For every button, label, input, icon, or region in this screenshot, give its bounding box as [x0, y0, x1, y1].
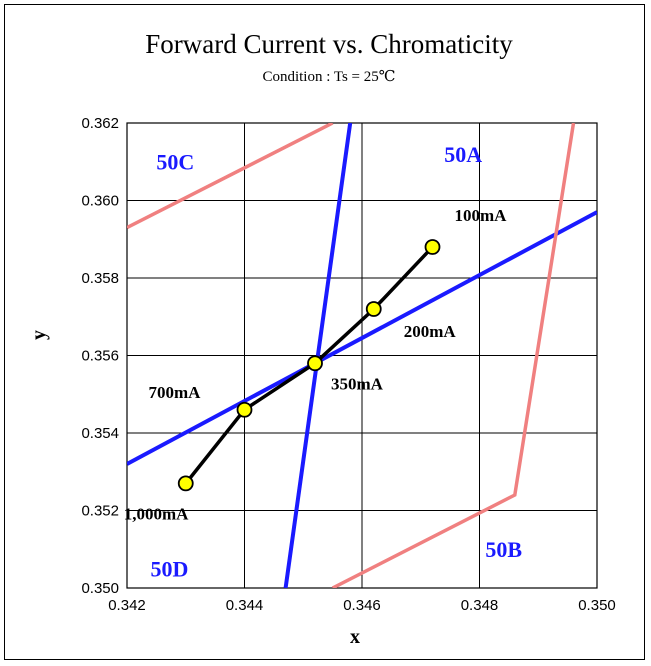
data-point-1	[236, 401, 253, 418]
data-label-3: 200mA	[404, 322, 457, 341]
y-tick-label-5: 0.360	[81, 193, 119, 210]
grid	[126, 122, 598, 589]
region-label-50B: 50B	[485, 537, 522, 562]
region-label-50A: 50A	[444, 142, 482, 167]
y-tick-label-2: 0.354	[81, 425, 119, 442]
x-tick-label-2: 0.346	[343, 597, 381, 614]
data-point-4	[424, 239, 441, 255]
bin-boundary-3	[331, 123, 576, 588]
data-label-2: 350mA	[331, 374, 384, 393]
y-tick-label-1: 0.352	[81, 503, 119, 520]
x-tick-label-1: 0.344	[226, 597, 264, 614]
y-tick-label-6: 0.362	[81, 115, 119, 132]
chromaticity-chart: Forward Current vs. Chromaticity Conditi…	[28, 29, 616, 648]
bin-boundary-2	[127, 123, 334, 230]
x-axis-label: x	[350, 626, 360, 648]
region-label-50D: 50D	[151, 556, 189, 581]
x-tick-label-4: 0.350	[578, 597, 616, 614]
bin-boundary-0	[127, 210, 597, 466]
data-point-3	[365, 301, 382, 317]
data-label-4: 100mA	[455, 206, 508, 225]
y-tick-label-4: 0.358	[81, 270, 119, 287]
chart-subtitle: Condition : Ts = 25℃	[262, 69, 395, 85]
plot-area: 50C 50A 50D 50B 1,000mA 700mA 350mA 200mA 100mA	[124, 123, 597, 588]
data-point-2	[307, 355, 323, 372]
region-label-50C: 50C	[156, 150, 194, 175]
bin-boundary-1	[283, 123, 353, 588]
data-label-0: 1,000mA	[124, 504, 189, 523]
plot-border	[126, 122, 598, 589]
y-axis-label: y	[28, 330, 50, 340]
axis-ticks: 0.342 0.344 0.346 0.348 0.350 0.350 0.352 0.354…	[81, 115, 615, 614]
data-point-0	[177, 475, 194, 492]
x-tick-label-0: 0.342	[108, 597, 146, 614]
y-tick-label-0: 0.350	[81, 580, 119, 597]
data-label-1: 700mA	[149, 383, 202, 402]
chart-frame: Forward Current vs. Chromaticity Conditi…	[4, 4, 645, 660]
bin-boundaries	[127, 123, 597, 588]
y-tick-label-3: 0.356	[81, 348, 119, 365]
chart-title: Forward Current vs. Chromaticity	[145, 29, 513, 59]
x-tick-label-3: 0.348	[461, 597, 499, 614]
